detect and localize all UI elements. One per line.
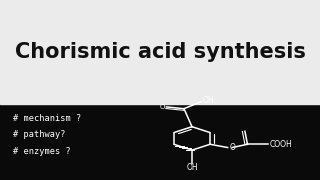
Text: # enzymes ?: # enzymes ? (13, 147, 70, 156)
Bar (0, 0, 320, 104)
Text: # pathway?: # pathway? (13, 130, 65, 139)
Text: COOH: COOH (269, 140, 292, 149)
Text: # mechanism ?: # mechanism ? (13, 114, 81, 123)
Text: OH: OH (203, 96, 214, 105)
Text: Chorismic acid synthesis: Chorismic acid synthesis (15, 42, 305, 62)
Bar (0, 104, 320, 180)
Text: O: O (159, 104, 165, 110)
Text: O: O (229, 143, 235, 152)
Text: OH: OH (186, 163, 198, 172)
